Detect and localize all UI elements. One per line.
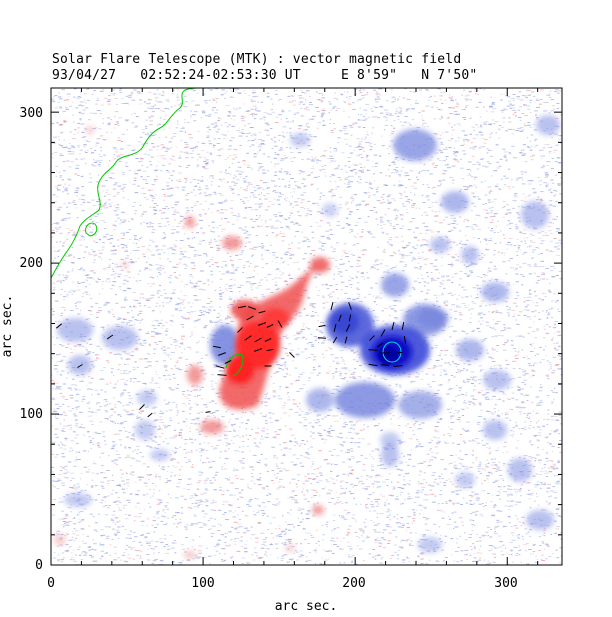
y-tick-label-0: 0: [35, 558, 43, 573]
field-vector: [391, 321, 395, 331]
field-vector: [217, 374, 227, 376]
field-vector: [345, 324, 351, 332]
field-vector: [368, 363, 378, 367]
field-vector: [266, 324, 274, 328]
field-vector: [338, 314, 342, 322]
field-vector: [333, 323, 337, 333]
field-vector: [224, 360, 232, 364]
plot-axes: 0 100 200 300 0 100 200 300 arc sec. arc…: [0, 87, 563, 614]
field-vector: [139, 404, 145, 410]
field-vector: [330, 301, 334, 311]
contour-small-loop: [85, 222, 98, 237]
x-axis-label: arc sec.: [275, 599, 338, 614]
contour-left-hook: [225, 353, 244, 377]
y-tick-label-300: 300: [20, 106, 43, 121]
transverse-field-vectors: [55, 301, 407, 418]
field-vector: [318, 324, 326, 328]
plot-frame: [50, 87, 563, 566]
field-vector: [332, 336, 338, 344]
y-tick-label-200: 200: [20, 256, 43, 271]
field-vector: [344, 336, 348, 344]
figure-title: Solar Flare Telescope (MTK) : vector mag…: [52, 52, 462, 67]
magnetogram-image: [51, 88, 562, 565]
contour-limb: [51, 88, 201, 279]
field-vector: [380, 329, 386, 337]
field-vector: [215, 365, 225, 369]
field-vector: [248, 306, 256, 310]
field-vector: [403, 336, 407, 344]
field-vector: [254, 337, 262, 343]
field-vector: [264, 338, 272, 342]
field-vector: [246, 315, 254, 321]
x-tick-label-300: 300: [494, 576, 517, 591]
field-vector: [348, 314, 352, 322]
field-vector: [106, 334, 114, 340]
field-vector: [380, 364, 390, 366]
field-vector: [213, 345, 221, 349]
y-tick-label-100: 100: [20, 407, 43, 422]
field-vector: [348, 302, 352, 310]
field-vector: [55, 323, 63, 329]
field-vector: [237, 327, 243, 333]
field-vector: [244, 335, 252, 341]
x-tick-label-0: 0: [47, 576, 55, 591]
field-vector: [277, 320, 283, 328]
field-vector: [369, 335, 375, 341]
field-vector: [254, 348, 262, 352]
negative-polarity-regions: [57, 115, 560, 553]
field-vector: [393, 365, 403, 367]
field-vector: [258, 310, 266, 314]
field-vector: [258, 322, 266, 326]
x-tick-label-100: 100: [191, 576, 214, 591]
y-axis-label: arc sec.: [0, 295, 15, 358]
field-vector: [368, 349, 378, 351]
field-vector: [376, 342, 384, 348]
field-vector: [289, 352, 295, 358]
field-vector: [393, 351, 403, 355]
field-vector: [147, 412, 153, 418]
figure-subtitle: 93/04/27 02:52:24-02:53:30 UT E 8'59" N …: [52, 68, 478, 83]
field-vector: [77, 364, 83, 368]
field-vector: [218, 352, 226, 356]
field-vector: [238, 305, 246, 309]
field-vector: [401, 322, 405, 330]
field-vector: [266, 348, 274, 352]
x-tick-label-200: 200: [342, 576, 365, 591]
field-vector: [317, 337, 327, 339]
field-vector: [205, 411, 211, 413]
